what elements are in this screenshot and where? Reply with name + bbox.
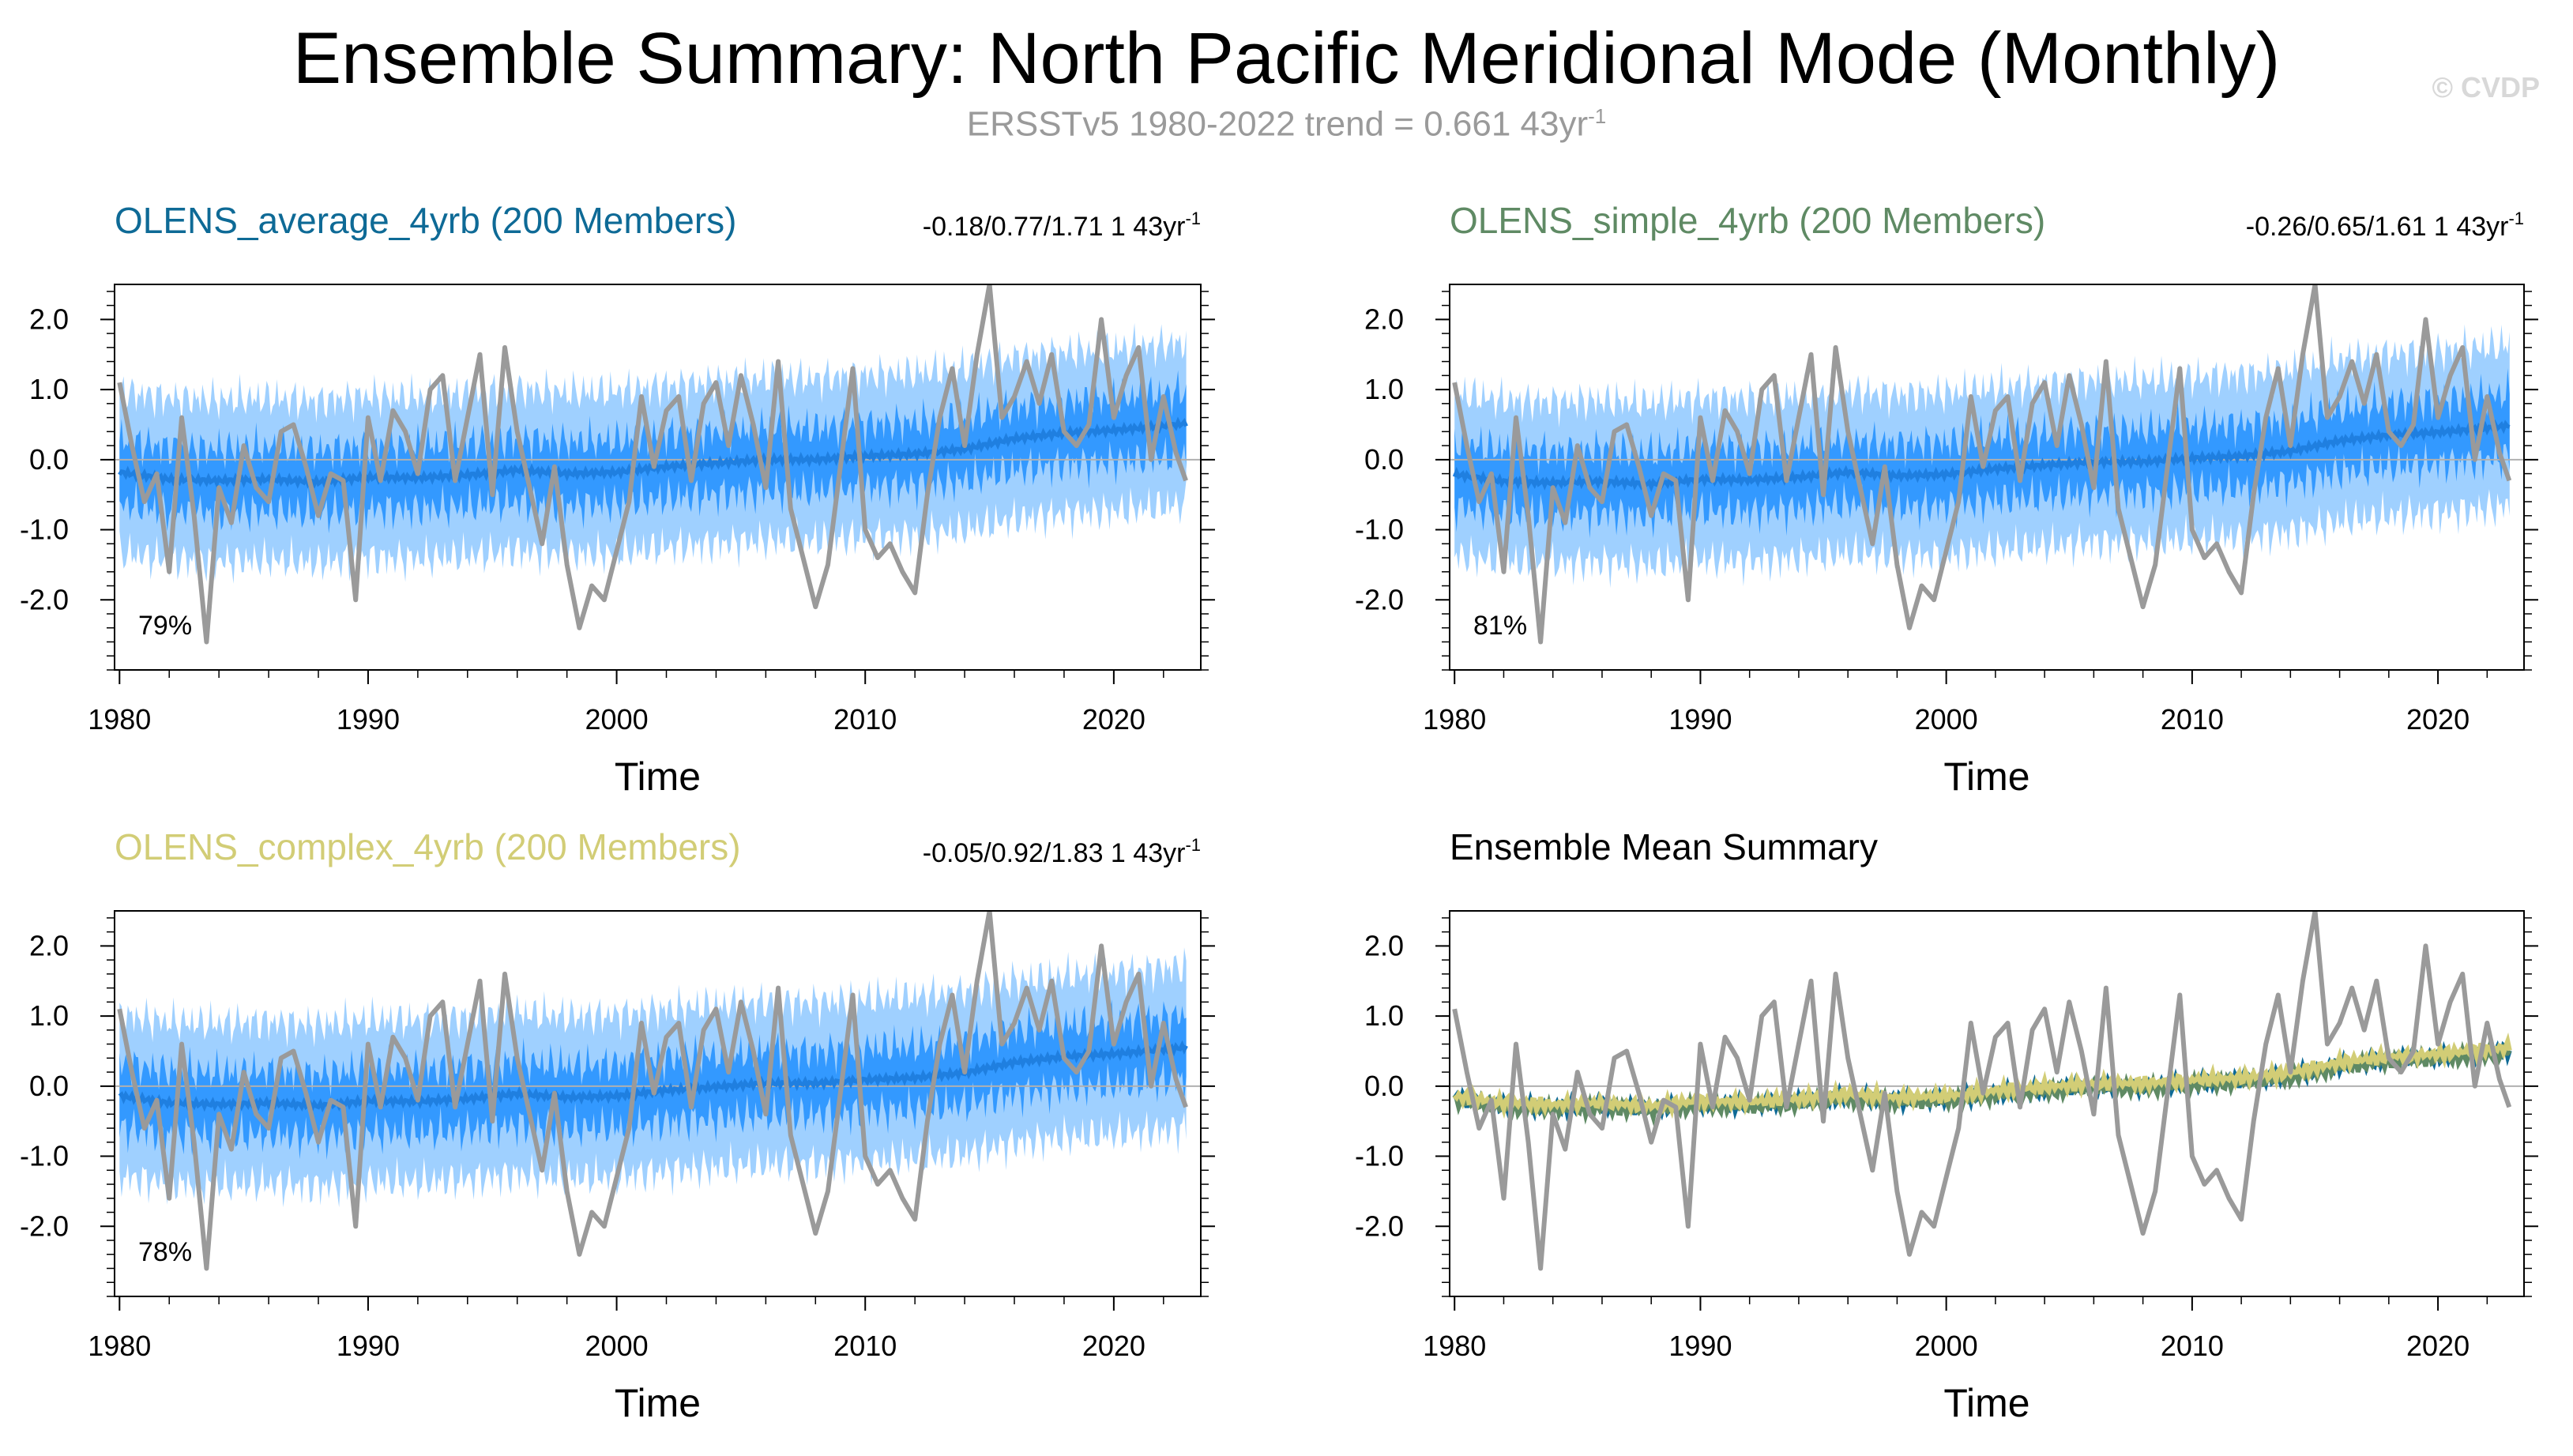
y-tick-label: 0.0	[1364, 443, 1404, 476]
panel-3: OLENS_complex_4yrb (200 Members) -0.05/0.…	[20, 826, 1215, 1425]
y-tick-label: 0.0	[29, 1070, 69, 1102]
y-tick-label: -1.0	[20, 1140, 69, 1172]
observed-series-line	[117, 911, 1188, 1271]
stats-superscript: -1	[2508, 209, 2524, 228]
plot-frame	[114, 284, 1202, 671]
plot-area	[115, 911, 1201, 1271]
x-tick-label: 2010	[833, 703, 897, 736]
x-tick-label: 1990	[1668, 1330, 1732, 1362]
y-tick-label: 2.0	[1364, 303, 1404, 335]
stats-text: -0.18/0.77/1.71 1 43yr	[923, 212, 1186, 242]
stats-text: -0.05/0.92/1.83 1 43yr	[923, 838, 1186, 868]
percent-label: 81%	[1473, 611, 1527, 641]
y-tick-label: 2.0	[29, 303, 69, 335]
plot-frame	[1449, 910, 2525, 1297]
x-tick-label: 1990	[1668, 703, 1732, 736]
percent-label: 78%	[138, 1237, 192, 1267]
x-tick-label: 1990	[337, 703, 400, 736]
x-tick-label: 2010	[2161, 1330, 2224, 1362]
panel-title: OLENS_average_4yrb (200 Members)	[115, 200, 736, 241]
x-tick-label: 1980	[88, 1330, 151, 1362]
panel-2: OLENS_simple_4yrb (200 Members) -0.26/0.6…	[1355, 200, 2538, 799]
plot-area	[1450, 284, 2524, 645]
subtitle-text: ERSSTv5 1980-2022 trend = 0.661 43yr	[966, 104, 1589, 144]
y-tick-label: 1.0	[29, 999, 69, 1032]
x-axis-label: Time	[615, 754, 701, 799]
observed-series-line	[1452, 911, 2512, 1271]
y-tick-label: 2.0	[1364, 929, 1404, 961]
panel-stats: -0.05/0.92/1.83 1 43yr-1	[923, 835, 1201, 868]
x-axis-label: Time	[615, 1381, 701, 1425]
y-tick-label: 0.0	[29, 443, 69, 476]
x-tick-label: 2020	[1082, 703, 1145, 736]
y-tick-label: 0.0	[1364, 1070, 1404, 1102]
percent-label: 79%	[138, 611, 192, 641]
watermark: © CVDP	[2432, 71, 2540, 103]
y-tick-label: -1.0	[1355, 514, 1404, 546]
stats-superscript: -1	[1185, 209, 1201, 228]
stats-text: -0.26/0.65/1.61 1 43yr	[2246, 212, 2509, 242]
plot-area	[1450, 911, 2524, 1271]
x-tick-label: 2020	[2406, 703, 2470, 736]
y-tick-label: -2.0	[20, 1210, 69, 1242]
y-tick-label: -2.0	[20, 583, 69, 615]
ensemble-mean-line	[118, 416, 1188, 490]
x-tick-label: 2000	[585, 1330, 649, 1362]
x-tick-label: 1990	[337, 1330, 400, 1362]
plot-area	[115, 284, 1201, 645]
panel-title: OLENS_simple_4yrb (200 Members)	[1450, 200, 2045, 241]
panel-stats: -0.18/0.77/1.71 1 43yr-1	[923, 209, 1201, 242]
x-tick-label: 1980	[1423, 703, 1486, 736]
page-title: Ensemble Summary: North Pacific Meridion…	[292, 18, 2281, 99]
y-tick-label: -1.0	[1355, 1140, 1404, 1172]
ensemble-mean-line	[1452, 419, 2511, 493]
plot-frame	[114, 910, 1202, 1297]
y-tick-label: -2.0	[1355, 1210, 1404, 1242]
x-tick-label: 2020	[2406, 1330, 2470, 1362]
y-tick-label: 2.0	[29, 929, 69, 961]
y-tick-label: 1.0	[1364, 999, 1404, 1032]
x-tick-label: 1980	[88, 703, 151, 736]
stats-superscript: -1	[1185, 835, 1201, 855]
x-tick-label: 2020	[1082, 1330, 1145, 1362]
x-tick-label: 2000	[585, 703, 649, 736]
x-tick-label: 2000	[1915, 1330, 1978, 1362]
observed-series-line	[117, 284, 1188, 645]
plot-frame	[1449, 284, 2525, 671]
y-tick-label: 1.0	[1364, 373, 1404, 405]
y-tick-label: -2.0	[1355, 583, 1404, 615]
x-tick-label: 2000	[1915, 703, 1978, 736]
observed-series-line	[1452, 284, 2512, 645]
panel-title: OLENS_complex_4yrb (200 Members)	[115, 826, 741, 867]
panel-title: Ensemble Mean Summary	[1450, 826, 1878, 867]
x-axis-label: Time	[1943, 754, 2029, 799]
y-tick-label: -1.0	[20, 514, 69, 546]
x-axis-label: Time	[1943, 1381, 2029, 1425]
subtitle-superscript: -1	[1588, 104, 1607, 128]
x-tick-label: 2010	[2161, 703, 2224, 736]
panel-4: Ensemble Mean Summary 2.0 1.0 0.0 -1.0 -2.0 19…	[1355, 826, 2538, 1425]
y-tick-label: 1.0	[29, 373, 69, 405]
x-tick-label: 1980	[1423, 1330, 1486, 1362]
panel-1: OLENS_average_4yrb (200 Members) -0.18/0.…	[20, 200, 1215, 799]
x-tick-label: 2010	[833, 1330, 897, 1362]
panel-stats: -0.26/0.65/1.61 1 43yr-1	[2246, 209, 2524, 242]
subtitle: ERSSTv5 1980-2022 trend = 0.661 43yr-1	[0, 104, 2573, 145]
